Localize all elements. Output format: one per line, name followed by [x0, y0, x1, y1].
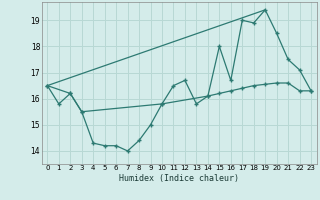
X-axis label: Humidex (Indice chaleur): Humidex (Indice chaleur) — [119, 174, 239, 183]
